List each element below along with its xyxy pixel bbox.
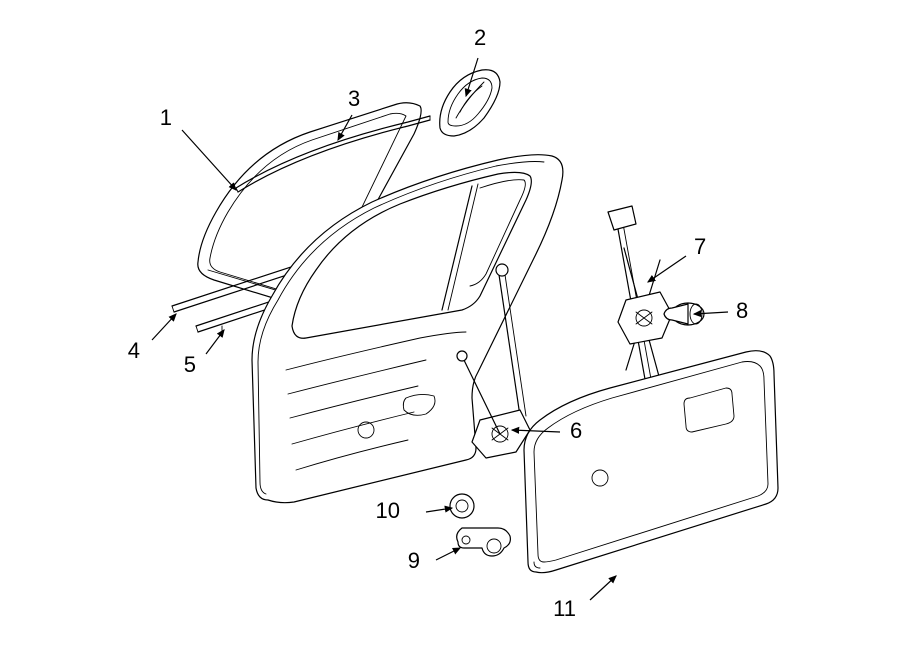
callout-6: 6 — [570, 418, 582, 443]
callout-8: 8 — [736, 298, 748, 323]
fixed-quarter-glass — [440, 70, 500, 136]
callout-3: 3 — [348, 86, 360, 111]
callout-9: 9 — [408, 548, 420, 573]
callout-2: 2 — [474, 25, 486, 50]
callout-1: 1 — [160, 105, 172, 130]
water-deflector — [524, 351, 778, 573]
callout-10: 10 — [376, 498, 400, 523]
parts-diagram: 1 2 3 4 5 6 7 8 9 10 11 — [0, 0, 900, 661]
callout-4: 4 — [128, 338, 140, 363]
window-crank-handle — [457, 528, 511, 556]
callout-7: 7 — [694, 234, 706, 259]
callout-5: 5 — [184, 352, 196, 377]
crank-handle-bezel — [450, 494, 474, 518]
callout-11: 11 — [553, 596, 576, 621]
